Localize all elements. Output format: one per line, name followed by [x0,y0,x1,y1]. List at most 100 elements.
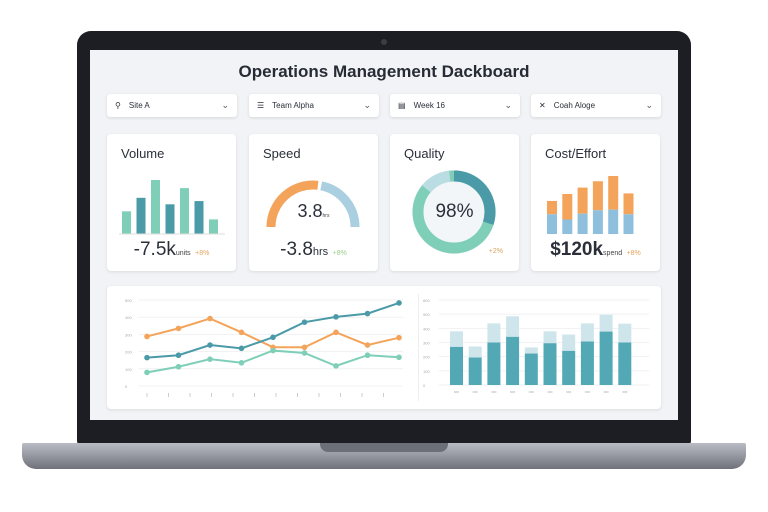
data-point [396,300,402,306]
cost-filter-dropdown[interactable]: ✕ Coah Aloge ⌄ [531,94,661,117]
series-line [146,317,400,349]
bar-lower-segment [562,350,576,385]
data-point [333,314,339,320]
data-point [270,334,276,341]
site-filter-dropdown[interactable]: ⚲ Site A ⌄ [107,94,237,117]
quality-value: 98% [435,201,474,222]
y-tick-label: 200 [423,355,430,360]
bar-upper-segment [562,334,576,351]
delta: +8% [626,250,641,257]
chevron-down-icon: ⌄ [645,100,653,110]
cost-bar-upper [608,176,619,210]
gauge-remaining-arc [320,181,360,228]
cost-bar-lower [577,213,588,234]
volume-bar [136,197,146,234]
quality-card: Quality 98% +2% [390,134,519,271]
bar-lower-segment [543,343,557,385]
y-tick-label: 500 [423,312,430,317]
bar-upper-segment [524,347,538,354]
data-point [333,363,339,369]
data-point [238,329,245,336]
bar-lower-segment [580,341,594,385]
value: -3.8 [280,239,313,260]
gauge-fill-arc [266,180,319,228]
volume-bar [122,211,131,234]
cross-icon: ✕ [539,101,546,110]
camera [381,39,387,45]
bar-lower-segment [450,346,463,385]
bar-lower-segment [618,342,632,385]
y-tick-label: 100 [125,367,132,372]
unit: units [175,250,191,257]
data-point [301,350,308,356]
y-tick-label: 500 [125,298,132,303]
data-point [301,319,308,325]
value: -7.5k [133,239,176,260]
y-tick-label: 0 [125,384,128,389]
cost-bar-lower [592,210,603,234]
card-title: Quality [404,146,445,161]
gauge-value: 3.8 [297,201,323,221]
site-icon: ⚲ [115,101,121,110]
kpi-value: -3.8hrs +8% [249,239,378,261]
volume-bar [194,201,204,234]
bar-upper-segment [618,323,632,343]
kpi-value: -7.5kunits +8% [107,239,236,261]
data-point [207,315,213,322]
data-point [238,359,245,366]
gauge-readout: 3.8hrs [249,201,378,222]
team-icon: ☰ [257,101,265,110]
team-filter-dropdown[interactable]: ☰ Team Alpha ⌄ [249,94,379,117]
chevron-down-icon: ⌄ [363,100,371,110]
bar-upper-segment [580,323,594,342]
bar-upper-segment [468,346,482,358]
cost-bar-chart [547,176,634,234]
cost-bar-upper [562,193,573,220]
y-tick-label: 600 [423,298,430,303]
data-point [144,369,150,376]
unit: hrs [312,246,329,258]
delta: +8% [195,250,210,257]
data-point [144,333,150,340]
volume-bar [180,188,189,234]
cost-bar-upper [577,187,588,214]
bar-upper-segment [506,316,520,337]
cost-bar-lower [623,214,634,234]
cost-bar-lower [608,209,619,234]
chevron-down-icon: ⌄ [221,100,229,110]
week-filter-dropdown[interactable]: ▤ Week 16 ⌄ [390,94,520,117]
y-tick-label: 400 [423,326,430,331]
quality-donut [412,170,496,254]
speed-gauge [266,180,360,228]
y-tick-label: 100 [423,369,430,374]
unit: spend [603,250,623,257]
data-point [364,342,371,348]
data-point [175,325,182,332]
kpi-value: $120kspend +8% [531,239,660,261]
value: $120k [550,239,604,260]
bar-upper-segment [543,331,557,344]
card-title: Cost/Effort [545,146,607,161]
data-point [175,363,182,370]
calendar-icon: ▤ [398,101,406,110]
y-tick-label: 400 [125,315,132,320]
speed-card: Speed 3.8hrs -3.8hrs +8% [249,134,378,271]
dropdown-label: Site A [128,101,150,110]
volume-bar [209,219,218,234]
y-tick-label: 0 [423,383,426,388]
cost-card: Cost/Effort $120kspend +8% [531,134,660,271]
cost-bar-upper [623,193,634,215]
dropdown-label: Team Alpha [272,101,314,110]
data-point [207,356,213,362]
bar-lower-segment [468,357,482,385]
page-title: Operations Management Dackboard [238,62,530,81]
data-point [270,347,276,354]
data-point [364,310,371,317]
y-tick-label: 300 [125,332,132,337]
line-chart: 0 100 200 300 400 500 [125,298,403,397]
donut-center [412,170,496,254]
stacked-bar-chart: 0 100 200 300 400 500 600 [423,298,649,393]
cost-bar-lower [562,219,573,234]
gauge-unit: hrs [322,213,330,219]
bar-upper-segment [599,314,613,332]
